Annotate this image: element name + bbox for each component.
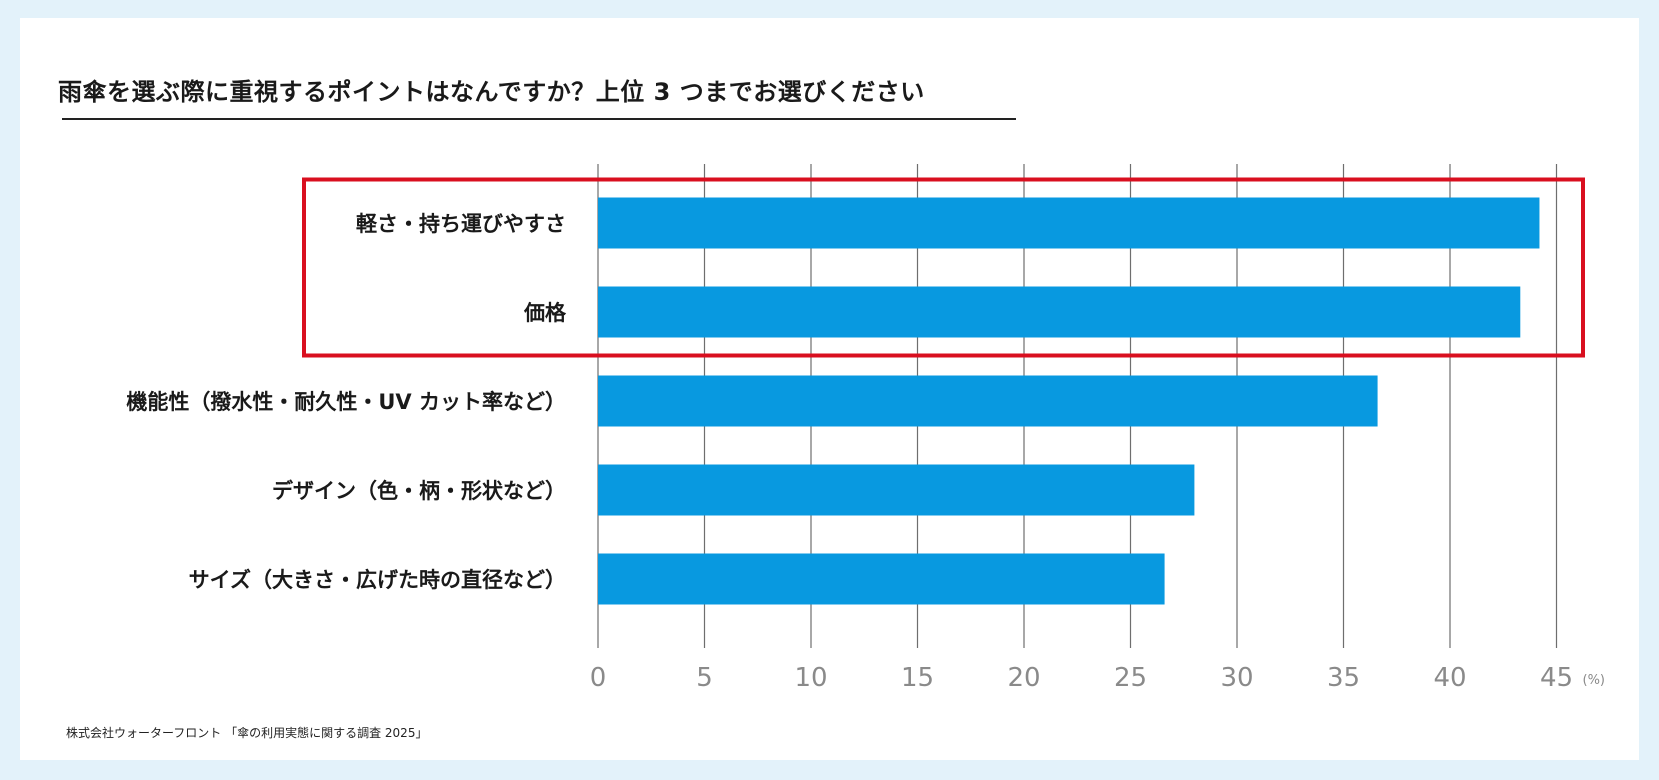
x-tick-label: 35 xyxy=(1327,663,1360,693)
highlight-box-group xyxy=(302,177,1585,358)
x-tick-label: 10 xyxy=(794,663,827,693)
category-label: 軽さ・持ち運びやすさ xyxy=(356,212,566,236)
x-axis-unit-label: (%) xyxy=(1583,673,1606,688)
bar xyxy=(598,375,1378,427)
chart-title: 雨傘を選ぶ際に重視するポイントはなんですか？上位 3 つまでお選びください xyxy=(58,78,925,106)
title-underline xyxy=(62,118,1016,120)
bar xyxy=(598,464,1195,516)
category-label: 価格 xyxy=(523,301,567,325)
x-tick-label: 45 xyxy=(1540,663,1573,693)
highlight-box xyxy=(302,177,1585,358)
x-tick-label: 5 xyxy=(696,663,713,693)
category-label: サイズ（大きさ・広げた時の直径など） xyxy=(189,568,566,592)
bar xyxy=(598,197,1540,249)
category-label: デザイン（色・柄・形状など） xyxy=(272,479,566,503)
x-axis-tick-labels: 0 5 10 15 20 25 30 35 40 45 (%) xyxy=(590,663,1605,693)
x-tick-label: 25 xyxy=(1114,663,1147,693)
bar xyxy=(598,286,1521,338)
bar xyxy=(598,553,1165,605)
x-tick-label: 30 xyxy=(1220,663,1253,693)
category-label: 機能性（撥水性・耐久性・UV カット率など） xyxy=(126,390,566,414)
x-tick-label: 0 xyxy=(590,663,607,693)
x-tick-label: 40 xyxy=(1433,663,1466,693)
x-tick-label: 20 xyxy=(1007,663,1040,693)
bars xyxy=(598,197,1540,605)
x-tick-label: 15 xyxy=(901,663,934,693)
source-note: 株式会社ウォーターフロント 「傘の利用実態に関する調査 2025」 xyxy=(66,726,428,740)
